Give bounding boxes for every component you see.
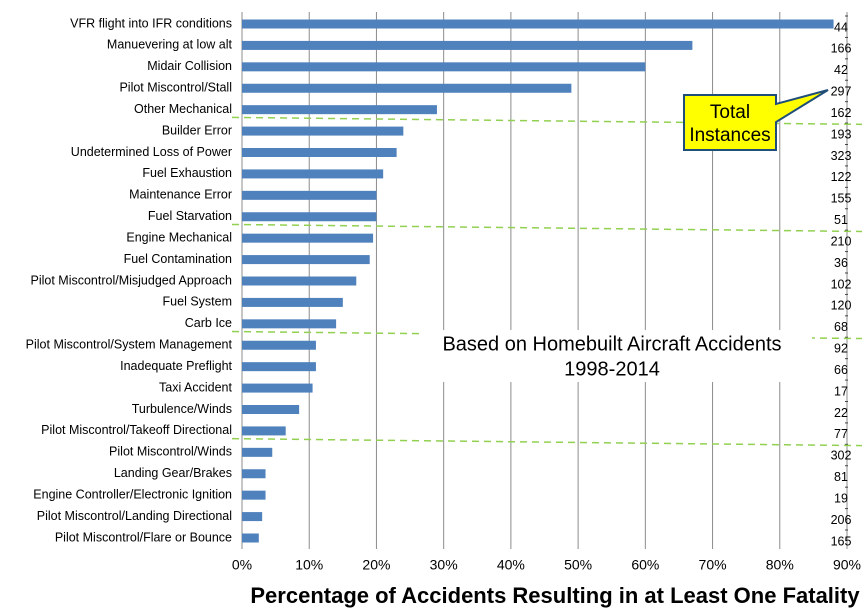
bar: [242, 469, 266, 479]
y-tick-label: Maintenance Error: [129, 188, 232, 202]
y-tick-label: Fuel Starvation: [148, 209, 232, 223]
count-label: 22: [834, 406, 848, 420]
x-tick-label: 80%: [766, 557, 794, 573]
bar: [242, 19, 834, 29]
count-label: 77: [834, 427, 848, 441]
y-tick-label: Manuevering at low alt: [107, 38, 233, 52]
y-tick-label: Pilot Miscontrol/Takeoff Directional: [41, 423, 232, 437]
y-tick-label: Pilot Miscontrol/System Management: [26, 338, 233, 352]
bar: [242, 83, 572, 93]
y-tick-label: Landing Gear/Brakes: [114, 466, 232, 480]
x-tick-label: 10%: [295, 557, 323, 573]
x-tick-label: 0%: [232, 557, 252, 573]
y-tick-label: Inadequate Preflight: [120, 359, 232, 373]
x-tick-label: 40%: [497, 557, 525, 573]
bar: [242, 190, 377, 200]
bar: [242, 512, 263, 522]
count-label: 165: [831, 534, 852, 548]
y-tick-label: Pilot Miscontrol/Misjudged Approach: [31, 273, 233, 287]
note-text: Based on Homebuilt Aircraft Accidents: [442, 333, 781, 355]
count-label: 166: [831, 42, 852, 56]
y-tick-label: Pilot Miscontrol/Flare or Bounce: [55, 530, 232, 544]
bar: [242, 169, 384, 179]
count-label: 162: [831, 106, 852, 120]
bar: [242, 533, 259, 543]
bar: [242, 126, 404, 136]
y-tick-label: Fuel Exhaustion: [142, 166, 232, 180]
bar: [242, 319, 337, 329]
y-tick-label: Turbulence/Winds: [132, 402, 232, 416]
count-label: 51: [834, 213, 848, 227]
group-separator: [231, 223, 863, 233]
bar: [242, 212, 377, 222]
y-tick-label: Builder Error: [162, 123, 232, 137]
bar: [242, 297, 343, 307]
callout-text: Total: [710, 102, 750, 123]
bar: [242, 447, 273, 457]
callout-text: Instances: [689, 125, 770, 146]
count-label: 66: [834, 363, 848, 377]
count-label: 122: [831, 170, 852, 184]
y-tick-label: Taxi Accident: [159, 380, 232, 394]
x-tick-label: 30%: [430, 557, 458, 573]
count-label: 19: [834, 491, 848, 505]
count-label: 323: [831, 149, 852, 163]
bar: [242, 426, 286, 436]
y-tick-label: Fuel Contamination: [124, 252, 232, 266]
y-tick-label: Pilot Miscontrol/Stall: [119, 81, 232, 95]
count-label: 68: [834, 320, 848, 334]
count-label: 102: [831, 277, 852, 291]
bar: [242, 340, 316, 350]
y-tick-label: Fuel System: [163, 295, 232, 309]
bar: [242, 255, 370, 265]
y-tick-label: Carb Ice: [185, 316, 232, 330]
x-tick-label: 20%: [362, 557, 390, 573]
count-label: 81: [834, 470, 848, 484]
count-label: 17: [834, 384, 848, 398]
count-label: 155: [831, 192, 852, 206]
y-tick-label: Midair Collision: [147, 59, 232, 73]
x-tick-label: 50%: [564, 557, 592, 573]
y-tick-label: Engine Controller/Electronic Ignition: [33, 487, 232, 501]
count-label: 92: [834, 342, 848, 356]
count-label: 302: [831, 449, 852, 463]
y-tick-label: Pilot Miscontrol/Winds: [109, 445, 232, 459]
count-label: 297: [831, 85, 852, 99]
count-label: 36: [834, 256, 848, 270]
count-label: 44: [834, 20, 848, 34]
count-label: 120: [831, 299, 852, 313]
x-axis-title: Percentage of Accidents Resulting in at …: [250, 583, 860, 608]
note-text: 1998-2014: [564, 358, 660, 380]
x-tick-label: 60%: [631, 557, 659, 573]
count-label: 42: [834, 63, 848, 77]
bar: [242, 276, 357, 286]
bar: [242, 362, 316, 372]
count-label: 206: [831, 513, 852, 527]
y-tick-label: Undetermined Loss of Power: [71, 145, 232, 159]
group-separator: [231, 116, 863, 126]
count-label: 210: [831, 234, 852, 248]
y-tick-label: VFR flight into IFR conditions: [70, 16, 232, 30]
bar: [242, 62, 646, 72]
bar: [242, 383, 313, 393]
bar: [242, 148, 397, 157]
y-tick-label: Other Mechanical: [134, 102, 232, 116]
group-separator: [231, 437, 863, 447]
bar: [242, 40, 693, 50]
bar: [242, 405, 300, 414]
y-tick-label: Engine Mechanical: [126, 230, 232, 244]
bar: [242, 490, 266, 500]
note-background: [420, 330, 812, 382]
callout-box: [683, 89, 829, 151]
y-tick-label: Pilot Miscontrol/Landing Directional: [37, 509, 232, 523]
count-label: 193: [831, 127, 852, 141]
x-tick-label: 90%: [833, 557, 861, 573]
bar: [242, 233, 374, 243]
x-tick-label: 70%: [699, 557, 727, 573]
bar: [242, 105, 437, 115]
